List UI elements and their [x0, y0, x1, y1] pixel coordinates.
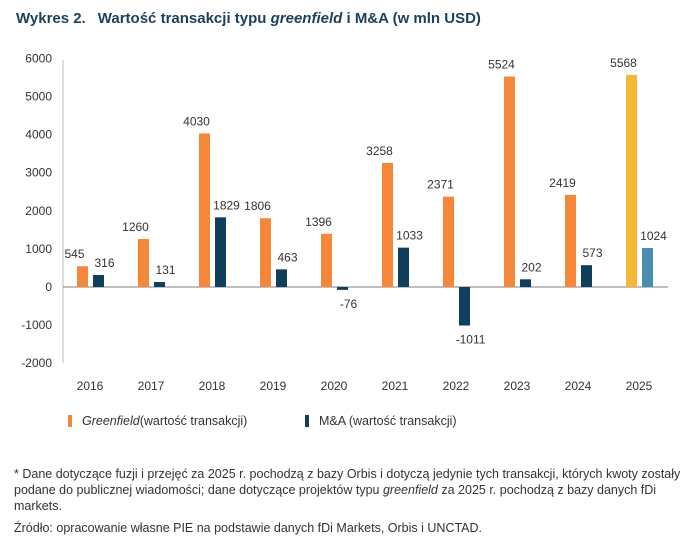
y-tick-label: 4000	[25, 128, 52, 142]
y-tick-label: 1000	[25, 242, 52, 256]
legend-item-greenfield: Greenfield (wartość transakcji)	[68, 414, 247, 428]
x-tick-label: 2021	[382, 379, 409, 393]
data-label-greenfield: 2371	[427, 178, 454, 192]
bar-ma	[337, 287, 348, 290]
bar-chart: -2000 -1000 0 1000 2000 3000 4000 5000 6000 2016 5…	[21, 51, 668, 393]
source-note: Źródło: opracowanie własne PIE na podsta…	[14, 521, 483, 535]
data-label-greenfield: 3258	[366, 144, 393, 158]
bar-greenfield	[382, 162, 393, 287]
bar-greenfield	[626, 74, 637, 288]
bar-greenfield	[138, 238, 149, 287]
title-text: Wartość transakcji typu	[97, 10, 271, 27]
x-tick-label: 2022	[443, 379, 470, 393]
bar-ma	[459, 287, 470, 326]
data-label-ma: 573	[582, 246, 602, 260]
data-label-ma: 316	[94, 256, 114, 270]
bar-greenfield	[77, 266, 88, 287]
data-label-greenfield: 545	[64, 247, 84, 261]
y-tick-label: 5000	[25, 90, 52, 104]
bar-greenfield	[565, 194, 576, 287]
y-tick-label: 3000	[25, 166, 52, 180]
data-label-greenfield: 2419	[549, 176, 576, 190]
data-label-greenfield: 5568	[610, 56, 637, 70]
footnote: * Dane dotyczące fuzji i przejęć za 2025…	[14, 467, 681, 513]
legend-label: (wartość transakcji)	[139, 414, 248, 428]
bar-ma	[520, 279, 531, 287]
x-tick-label: 2025	[626, 379, 653, 393]
x-tick-label: 2023	[504, 379, 531, 393]
y-tick-label: -1000	[21, 318, 52, 332]
title-text-end: i M&A (w mln USD)	[342, 10, 481, 27]
legend-swatch-ma	[305, 415, 309, 427]
y-tick-label: 0	[45, 280, 52, 294]
legend-item-ma: M&A (wartość transakcji)	[305, 414, 457, 428]
legend-label: Greenfield	[82, 414, 140, 428]
x-tick-label: 2016	[77, 379, 104, 393]
data-label-ma: 1033	[396, 229, 423, 243]
data-label-ma: 202	[521, 260, 541, 274]
bar-ma	[398, 247, 409, 287]
x-tick-label: 2020	[321, 379, 348, 393]
y-tick-label: -2000	[21, 356, 52, 370]
x-tick-label: 2019	[260, 379, 287, 393]
x-tick-label: 2018	[199, 379, 226, 393]
y-tick-label: 2000	[25, 204, 52, 218]
data-label-greenfield: 5524	[488, 58, 515, 72]
figure-number: Wykres 2.	[16, 10, 86, 27]
data-label-ma: 1024	[640, 229, 667, 243]
legend-swatch-greenfield	[68, 415, 72, 427]
bar-greenfield	[199, 133, 210, 287]
bar-ma	[154, 282, 165, 287]
bar-ma	[215, 217, 226, 287]
notes: * Dane dotyczące fuzji i przejęć za 2025…	[14, 466, 690, 542]
data-label-ma: -76	[340, 297, 358, 311]
data-label-greenfield: 4030	[183, 114, 210, 128]
data-label-ma: 1829	[213, 198, 240, 212]
data-label-ma: 463	[277, 250, 297, 264]
data-label-greenfield: 1396	[305, 215, 332, 229]
title-italic: greenfield	[270, 10, 343, 27]
data-label-greenfield: 1806	[244, 199, 271, 213]
bar-greenfield	[504, 76, 515, 287]
data-label-ma: 131	[155, 263, 175, 277]
bar-ma	[642, 247, 653, 287]
data-label-greenfield: 1260	[122, 220, 149, 234]
bar-greenfield	[321, 233, 332, 287]
bar-ma	[581, 265, 592, 287]
bar-greenfield	[443, 196, 454, 287]
data-label-ma: -1011	[456, 333, 486, 347]
chart-title: Wykres 2. Wartość transakcji typu greenfi…	[16, 10, 481, 27]
y-tick-label: 6000	[25, 51, 52, 65]
legend-label: M&A (wartość transakcji)	[319, 414, 457, 428]
x-tick-label: 2017	[138, 379, 165, 393]
bar-ma	[93, 274, 104, 287]
bar-ma	[276, 269, 287, 287]
x-tick-label: 2024	[565, 379, 592, 393]
bar-greenfield	[260, 218, 271, 287]
